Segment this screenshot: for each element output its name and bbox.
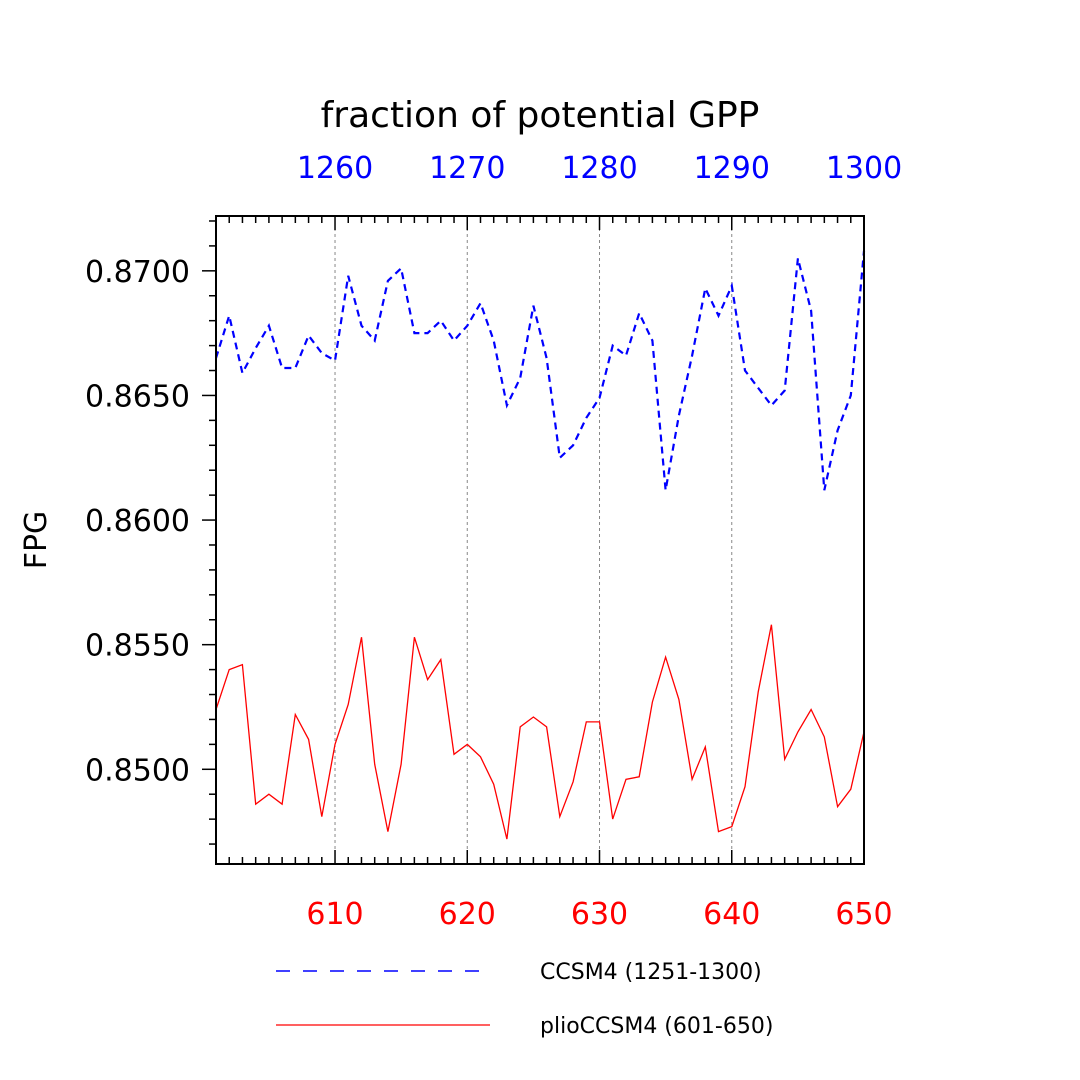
series-line-1 — [215, 624, 865, 840]
legend-label-ccsm4: CCSM4 (1251-1300) — [540, 960, 762, 985]
x-tick-label-bottom: 640 — [703, 897, 760, 932]
x-tick-label-bottom: 650 — [835, 897, 892, 932]
plot-frame — [215, 215, 865, 865]
x-tick-label-top: 1280 — [561, 151, 637, 186]
x-tick-label-bottom: 620 — [439, 897, 496, 932]
grid-lines — [334, 216, 733, 864]
x-tick-label-top: 1270 — [429, 151, 505, 186]
y-tick-label: 0.8650 — [85, 379, 190, 414]
axes: 610 620 630 640 650 1260 1270 1280 1290 1300 0.850… — [85, 151, 902, 932]
y-tick-label: 0.8600 — [85, 504, 190, 539]
plot-series — [214, 250, 866, 840]
y-axis-label: FPG — [19, 511, 54, 570]
x-tick-label-top: 1300 — [826, 151, 902, 186]
y-tick-label: 0.8550 — [85, 629, 190, 664]
legend: CCSM4 (1251-1300) plioCCSM4 (601-650) — [276, 960, 773, 1039]
x-tick-label-bottom: 630 — [571, 897, 628, 932]
x-tick-label-bottom: 610 — [306, 897, 363, 932]
series-line-0 — [214, 250, 866, 491]
x-tick-label-top: 1290 — [694, 151, 770, 186]
legend-label-plioccsm4: plioCCSM4 (601-650) — [540, 1014, 773, 1039]
chart-title: fraction of potential GPP — [321, 95, 760, 136]
y-tick-label: 0.8500 — [85, 753, 190, 788]
x-tick-label-top: 1260 — [297, 151, 373, 186]
y-tick-label: 0.8700 — [85, 255, 190, 290]
